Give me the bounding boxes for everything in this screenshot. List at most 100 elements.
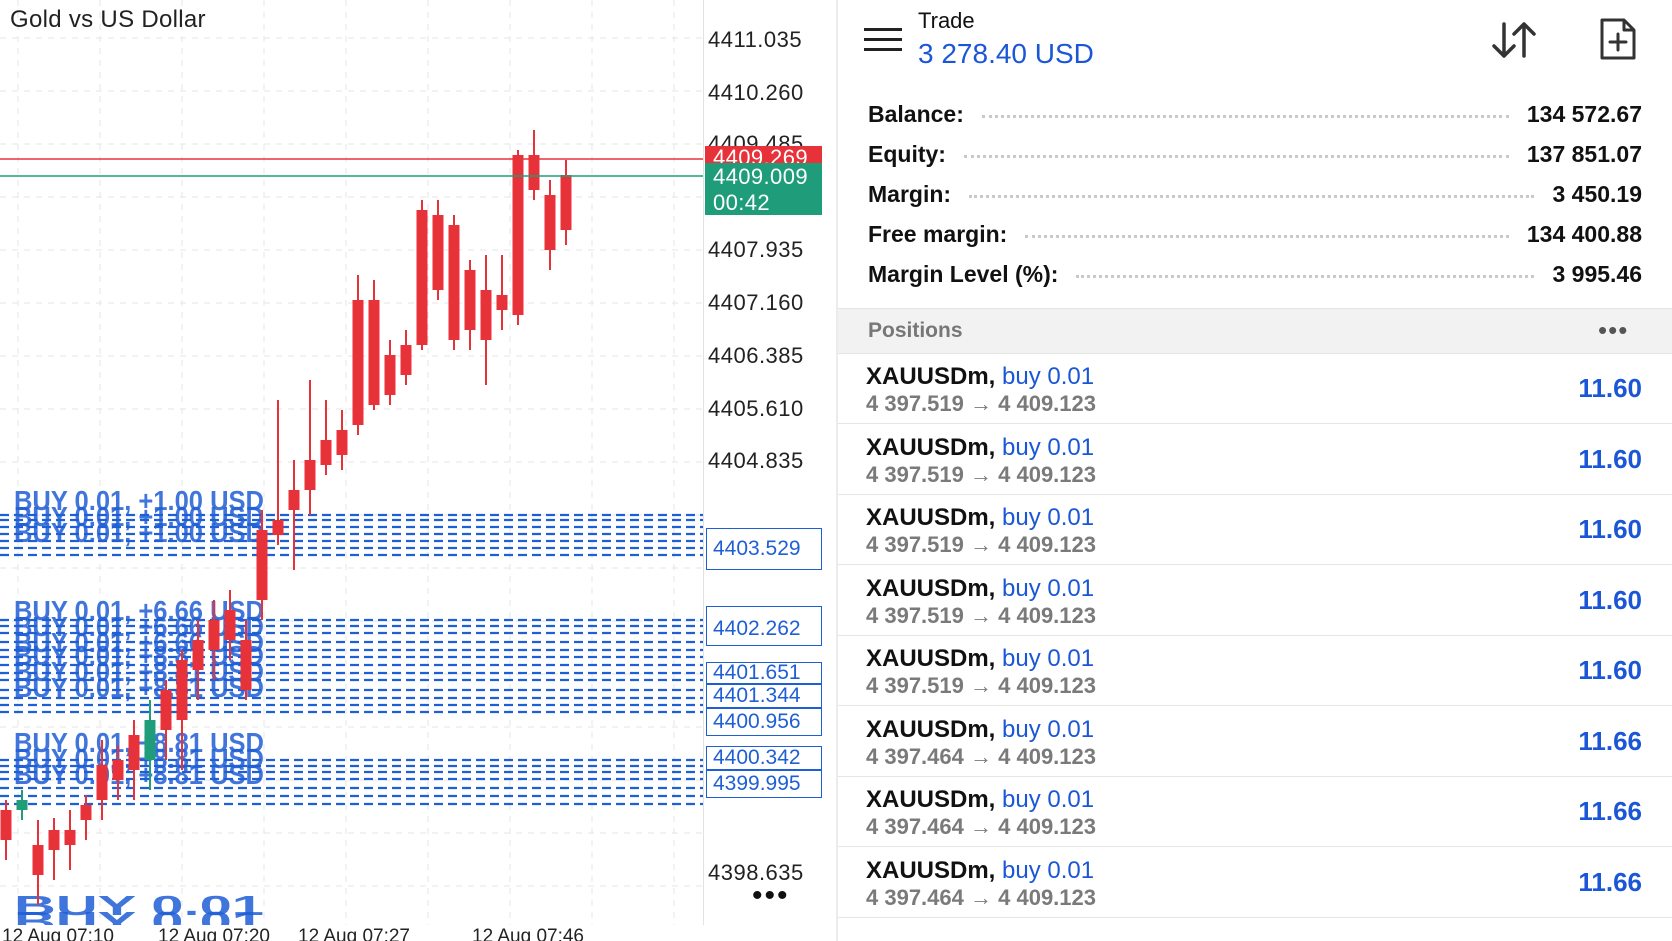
bid-price-tag [705, 163, 822, 215]
position-row[interactable]: XAUUSDm, buy 0.01 4 397.464 → 4 409.123 11… [838, 706, 1672, 777]
margin-row: Margin: 3 450.19 [868, 178, 1642, 210]
candle-body [496, 295, 508, 310]
candle-body [32, 845, 44, 875]
account-value: 3 450.19 [1552, 180, 1642, 207]
candle-body [416, 210, 428, 345]
candle-body [480, 290, 492, 340]
position-symbol: XAUUSDm, [866, 433, 996, 461]
chart-more-icon[interactable]: ••• [752, 879, 790, 912]
open-price: 4 397.519 [866, 532, 964, 557]
menu-icon[interactable] [864, 28, 902, 54]
position-title: XAUUSDm, buy 0.01 [866, 575, 1094, 603]
candle-body [544, 195, 556, 250]
price-axis-label: 4407.160 [708, 290, 804, 315]
candle-body [0, 810, 12, 840]
position-label: BUY 0.01, +6.66 USD [14, 627, 264, 658]
positions-label: Positions [868, 319, 963, 342]
dotted-leader [1025, 234, 1509, 238]
position-row[interactable]: XAUUSDm, buy 0.01 4 397.464 → 4 409.123 11… [838, 847, 1672, 918]
position-row[interactable]: XAUUSDm, buy 0.01 4 397.519 → 4 409.123 11… [838, 565, 1672, 636]
position-row[interactable]: XAUUSDm, buy 0.01 4 397.519 → 4 409.123 11… [838, 635, 1672, 706]
panel-divider[interactable] [836, 0, 838, 941]
equity-row: Equity: 137 851.07 [868, 138, 1642, 170]
positions-header: Positions ••• [838, 308, 1672, 354]
candle-body [288, 490, 300, 510]
position-profit: 11.60 [1578, 443, 1642, 474]
account-value: 3 995.46 [1552, 260, 1642, 287]
candle-body [96, 765, 108, 800]
open-price: 4 397.519 [866, 673, 964, 698]
arrow-icon: → [970, 602, 992, 628]
time-axis-label: 12 Aug 07:10 [2, 926, 114, 941]
position-symbol: XAUUSDm, [866, 504, 996, 531]
dotted-leader [969, 194, 1535, 198]
arrow-icon: → [970, 673, 992, 698]
page-title: Trade [918, 8, 975, 33]
position-label: BUY 0.01, +8.81 USD [14, 640, 264, 671]
dotted-leader [963, 154, 1509, 158]
position-title: XAUUSDm, buy 0.01 [866, 786, 1094, 814]
current-price: 4 409.123 [998, 391, 1096, 416]
candle-body [208, 620, 220, 650]
position-prices: 4 397.519 → 4 409.123 [866, 603, 1096, 629]
position-row[interactable]: XAUUSDm, buy 0.01 4 397.519 → 4 409.123 11… [838, 353, 1672, 424]
candle-body [48, 830, 60, 850]
position-label: BUY 0.01, +1.00 USD [14, 501, 264, 532]
position-label: BUY 0.01, +6.66 USD [14, 595, 264, 626]
position-title: XAUUSDm, buy 0.01 [866, 504, 1094, 532]
current-price: 4 409.123 [998, 673, 1096, 698]
position-side: buy 0.01 [1002, 645, 1095, 672]
position-level-tag: 4401.651 [706, 662, 822, 684]
position-row[interactable]: XAUUSDm, buy 0.01 4 397.519 → 4 409.123 11… [838, 424, 1672, 495]
candle-body [240, 640, 252, 690]
candle-body [144, 720, 156, 760]
chart-panel[interactable]: BUY 0.01, +1.00 USD BUY 0.01, +1.00 USD BU… [0, 0, 836, 941]
bid-price-value: 4409.009 [713, 164, 808, 189]
current-price: 4 409.123 [998, 461, 1096, 487]
arrow-icon: → [970, 743, 992, 769]
position-profit: 11.60 [1578, 514, 1642, 544]
candle-body [432, 215, 444, 290]
candle-body [192, 640, 204, 670]
position-side: buy 0.01 [1002, 786, 1095, 813]
price-axis-label: 4411.035 [708, 27, 803, 52]
position-level-tag: 4403.529 [706, 528, 822, 570]
position-title: XAUUSDm, buy 0.01 [866, 434, 1094, 462]
current-price: 4 409.123 [998, 884, 1096, 910]
candle-body [176, 660, 188, 720]
time-axis-label: 12 Aug 07:46 [472, 926, 584, 941]
sort-icon[interactable] [1490, 18, 1540, 62]
balance-row: Balance: 134 572.67 [868, 98, 1642, 130]
candle-body [128, 735, 140, 770]
position-row[interactable]: XAUUSDm, buy 0.01 4 397.519 → 4 409.123 11… [838, 494, 1672, 565]
candle-body [80, 805, 92, 820]
positions-more-icon[interactable]: ••• [1598, 315, 1629, 345]
position-symbol: XAUUSDm, [866, 363, 996, 390]
position-symbol: XAUUSDm, [866, 786, 996, 813]
position-symbol: XAUUSDm, [866, 856, 996, 884]
account-value: 137 851.07 [1526, 140, 1642, 167]
position-prices: 4 397.519 → 4 409.123 [866, 462, 1096, 488]
open-price: 4 397.519 [866, 461, 964, 487]
account-label: Margin Level (%): [868, 260, 1059, 287]
open-price: 4 397.464 [866, 814, 964, 839]
price-axis-label: 4405.610 [708, 396, 804, 421]
position-side: buy 0.01 [1002, 574, 1095, 602]
price-axis-label: 4406.385 [708, 343, 804, 368]
candle-body [112, 760, 124, 780]
account-label: Equity: [868, 140, 946, 167]
position-row[interactable]: XAUUSDm, buy 0.01 4 397.464 → 4 409.123 11… [838, 776, 1672, 847]
arrow-icon: → [970, 884, 992, 910]
position-profit: 11.60 [1578, 655, 1642, 685]
candle-body [400, 345, 412, 375]
position-prices: 4 397.519 → 4 409.123 [866, 391, 1096, 417]
position-side: buy 0.01 [1002, 433, 1095, 461]
open-price: 4 397.464 [866, 743, 964, 769]
add-order-icon[interactable] [1596, 16, 1640, 62]
candle-body [512, 155, 524, 315]
account-label: Balance: [868, 100, 964, 127]
current-price: 4 409.123 [998, 814, 1096, 839]
candle-body [272, 520, 284, 535]
position-label: BUY 0.01 [14, 890, 264, 921]
